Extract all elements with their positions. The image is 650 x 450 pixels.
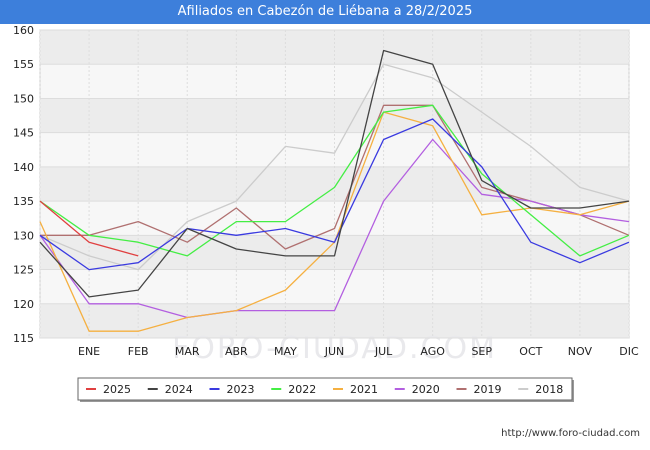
series-line-2022	[39, 104, 630, 257]
y-tick-label: 140	[13, 161, 34, 174]
y-tick-label: 160	[13, 24, 34, 37]
x-tick-label: FEB	[128, 345, 149, 358]
legend-label-2021: 2021	[350, 383, 378, 396]
x-tick-label: DIC	[619, 345, 639, 358]
line-chart: FORO-CIUDAD.COM 115 120 125 130 135 140 145 150…	[13, 24, 639, 402]
chart-title: Afiliados en Cabezón de Liébana a 28/2/2…	[0, 0, 650, 24]
legend-label-2022: 2022	[288, 383, 316, 396]
legend-label-2024: 2024	[165, 383, 193, 396]
y-tick-label: 150	[13, 92, 34, 105]
series-line-2025	[39, 200, 139, 257]
legend-box	[77, 377, 573, 401]
series-line-2020	[39, 138, 630, 319]
x-tick-label: OCT	[519, 345, 542, 358]
y-axis-ticks: 115 120 125 130 135 140 145 150 155 160	[13, 24, 34, 345]
y-tick-label: 130	[13, 229, 34, 242]
series-line-2024	[39, 49, 630, 298]
legend: 2025 2024 2023 2022 2021 2020 2019 2018	[77, 377, 574, 402]
x-tick-label: ABR	[225, 345, 248, 358]
legend-label-2023: 2023	[227, 383, 255, 396]
legend-label-2025: 2025	[103, 383, 131, 396]
x-tick-label: MAY	[274, 345, 297, 358]
y-tick-label: 135	[13, 195, 34, 208]
watermark: FORO-CIUDAD.COM	[172, 331, 497, 366]
series-line-2023	[39, 118, 630, 271]
y-tick-label: 155	[13, 58, 34, 71]
series-line-2018	[39, 63, 630, 271]
y-tick-label: 125	[13, 264, 34, 277]
x-tick-label: ENE	[78, 345, 100, 358]
y-tick-label: 120	[13, 298, 34, 311]
x-tick-label: AGO	[420, 345, 445, 358]
x-tick-label: JUL	[374, 345, 393, 358]
x-tick-label: SEP	[471, 345, 492, 358]
y-tick-label: 115	[13, 332, 34, 345]
x-tick-label: NOV	[568, 345, 593, 358]
legend-label-2019: 2019	[474, 383, 502, 396]
footer-url: http://www.foro-ciudad.com	[501, 428, 640, 439]
legend-label-2020: 2020	[412, 383, 440, 396]
x-axis-ticks: ENE FEB MAR ABR MAY JUN JUL AGO SEP OCT NOV DIC	[78, 345, 639, 358]
series-lines	[39, 49, 630, 332]
x-tick-label: JUN	[324, 345, 345, 358]
legend-label-2018: 2018	[535, 383, 563, 396]
y-tick-label: 145	[13, 127, 34, 140]
x-tick-label: MAR	[175, 345, 200, 358]
